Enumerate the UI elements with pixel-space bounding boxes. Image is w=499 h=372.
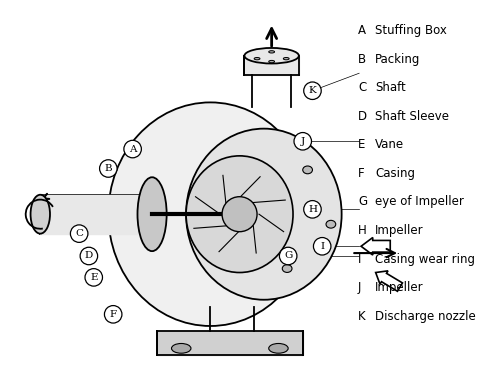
Text: Casing wear ring: Casing wear ring bbox=[375, 253, 475, 266]
Text: K: K bbox=[308, 86, 316, 95]
Text: Shaft Sleeve: Shaft Sleeve bbox=[375, 110, 449, 123]
Text: J: J bbox=[300, 137, 305, 146]
Ellipse shape bbox=[282, 264, 292, 272]
Text: A: A bbox=[129, 145, 136, 154]
Text: C: C bbox=[75, 229, 83, 238]
Text: B: B bbox=[358, 52, 366, 65]
Text: C: C bbox=[358, 81, 366, 94]
Text: Casing: Casing bbox=[375, 167, 415, 180]
Text: Discharge nozzle: Discharge nozzle bbox=[375, 310, 476, 323]
Circle shape bbox=[304, 82, 321, 99]
Circle shape bbox=[100, 160, 117, 177]
Ellipse shape bbox=[186, 129, 342, 300]
Text: D: D bbox=[85, 251, 93, 260]
Text: H: H bbox=[358, 224, 367, 237]
Ellipse shape bbox=[236, 156, 246, 164]
Text: E: E bbox=[90, 273, 97, 282]
Circle shape bbox=[85, 269, 102, 286]
Circle shape bbox=[294, 132, 311, 150]
Ellipse shape bbox=[108, 102, 312, 326]
Circle shape bbox=[304, 201, 321, 218]
Circle shape bbox=[124, 140, 141, 158]
Ellipse shape bbox=[269, 60, 274, 63]
Circle shape bbox=[279, 247, 297, 265]
Text: Impeller: Impeller bbox=[375, 224, 424, 237]
Text: K: K bbox=[358, 310, 366, 323]
Ellipse shape bbox=[303, 166, 312, 174]
Text: F: F bbox=[358, 167, 365, 180]
Text: G: G bbox=[358, 195, 367, 208]
Ellipse shape bbox=[192, 200, 202, 208]
Circle shape bbox=[104, 305, 122, 323]
Text: G: G bbox=[284, 251, 292, 260]
Polygon shape bbox=[40, 195, 152, 234]
Ellipse shape bbox=[326, 220, 336, 228]
Ellipse shape bbox=[215, 254, 225, 262]
Circle shape bbox=[70, 225, 88, 243]
Text: Shaft: Shaft bbox=[375, 81, 406, 94]
Ellipse shape bbox=[269, 51, 274, 53]
Text: J: J bbox=[358, 281, 361, 294]
Text: F: F bbox=[110, 310, 117, 319]
Text: I: I bbox=[320, 242, 324, 251]
Ellipse shape bbox=[30, 195, 50, 234]
Text: Packing: Packing bbox=[375, 52, 420, 65]
Ellipse shape bbox=[254, 58, 260, 60]
Polygon shape bbox=[157, 331, 303, 355]
Ellipse shape bbox=[172, 343, 191, 353]
Text: H: H bbox=[308, 205, 317, 214]
Text: A: A bbox=[358, 24, 366, 37]
Ellipse shape bbox=[283, 58, 289, 60]
Text: eye of Impeller: eye of Impeller bbox=[375, 195, 464, 208]
Text: Stuffing Box: Stuffing Box bbox=[375, 24, 447, 37]
Circle shape bbox=[80, 247, 98, 265]
Ellipse shape bbox=[138, 177, 167, 251]
Text: Vane: Vane bbox=[375, 138, 404, 151]
Ellipse shape bbox=[186, 156, 293, 273]
Ellipse shape bbox=[222, 197, 257, 232]
Text: I: I bbox=[358, 253, 361, 266]
Text: D: D bbox=[358, 110, 367, 123]
Circle shape bbox=[313, 238, 331, 255]
Polygon shape bbox=[245, 56, 299, 75]
Text: Impeller: Impeller bbox=[375, 281, 424, 294]
Text: B: B bbox=[104, 164, 112, 173]
Ellipse shape bbox=[269, 343, 288, 353]
Ellipse shape bbox=[245, 48, 299, 64]
Text: E: E bbox=[358, 138, 365, 151]
